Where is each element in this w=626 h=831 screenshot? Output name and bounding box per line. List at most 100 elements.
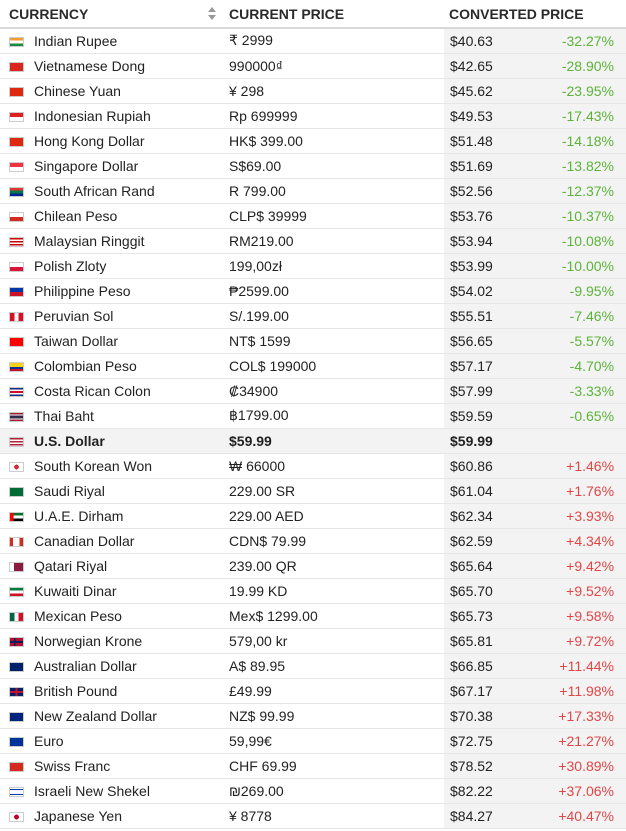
currency-name: New Zealand Dollar (34, 707, 157, 724)
currency-cell: Euro (0, 728, 222, 754)
table-row: U.S. Dollar $59.99 $59.99 (0, 428, 626, 454)
converted-price-cell: $66.85 (444, 653, 546, 679)
uae-flag-icon (9, 511, 24, 522)
currency-cell: Kuwaiti Dinar (0, 578, 222, 604)
table-row: Chinese Yuan ¥ 298 $45.62 -23.95% (0, 78, 626, 104)
table-row: Philippine Peso ₱2599.00 $54.02 -9.95% (0, 278, 626, 304)
switzerland-flag-icon (9, 761, 24, 772)
price-change-cell: -7.46% (546, 303, 626, 329)
price-change-cell: +21.27% (546, 728, 626, 754)
vietnam-flag-icon (9, 61, 24, 72)
converted-price-cell: $42.65 (444, 53, 546, 79)
table-row: South African Rand R 799.00 $52.56 -12.37% (0, 178, 626, 204)
currency-cell: Thai Baht (0, 403, 222, 429)
currency-name: Vietnamese Dong (34, 57, 146, 74)
converted-price-cell: $53.99 (444, 253, 546, 279)
india-flag-icon (9, 36, 24, 47)
price-change-cell: +3.93% (546, 503, 626, 529)
converted-price-cell: $57.99 (444, 378, 546, 404)
converted-price-cell: $56.65 (444, 328, 546, 354)
uk-flag-icon (9, 686, 24, 697)
table-row: South Korean Won ₩ 66000 $60.86 +1.46% (0, 453, 626, 479)
converted-price-cell: $61.04 (444, 478, 546, 504)
currency-cell: Peruvian Sol (0, 303, 222, 329)
table-row: Hong Kong Dollar HK$ 399.00 $51.48 -14.18% (0, 128, 626, 154)
converted-price-cell: $65.64 (444, 553, 546, 579)
converted-price-cell: $45.62 (444, 78, 546, 104)
table-row: Israeli New Shekel ₪269.00 $82.22 +37.06% (0, 778, 626, 804)
currency-cell: U.A.E. Dirham (0, 503, 222, 529)
converted-price-cell: $51.48 (444, 128, 546, 154)
sort-icon[interactable] (208, 7, 216, 21)
current-price-cell: S$69.00 (222, 153, 444, 179)
header-currency[interactable]: CURRENCY (0, 0, 222, 29)
currency-name: Kuwaiti Dinar (34, 582, 117, 599)
norway-flag-icon (9, 636, 24, 647)
qatar-flag-icon (9, 561, 24, 572)
current-price-cell: 990000₫ (222, 53, 444, 79)
saudi-arabia-flag-icon (9, 486, 24, 497)
converted-price-cell: $72.75 (444, 728, 546, 754)
converted-price-cell: $54.02 (444, 278, 546, 304)
current-price-cell: 199,00zł (222, 253, 444, 279)
currency-cell: Canadian Dollar (0, 528, 222, 554)
australia-flag-icon (9, 661, 24, 672)
currency-cell: Israeli New Shekel (0, 778, 222, 804)
colombia-flag-icon (9, 361, 24, 372)
poland-flag-icon (9, 261, 24, 272)
currency-name: South African Rand (34, 182, 155, 199)
table-row: Costa Rican Colon ₡34900 $57.99 -3.33% (0, 378, 626, 404)
currency-name: Malaysian Ringgit (34, 232, 145, 249)
currency-name: Saudi Riyal (34, 482, 105, 499)
converted-price-cell: $59.59 (444, 403, 546, 429)
currency-cell: Polish Zloty (0, 253, 222, 279)
table-header-row: CURRENCY CURRENT PRICE CONVERTED PRICE (0, 0, 626, 29)
table-row: Taiwan Dollar NT$ 1599 $56.65 -5.57% (0, 328, 626, 354)
price-change-cell: +1.76% (546, 478, 626, 504)
currency-cell: Australian Dollar (0, 653, 222, 679)
header-current-price[interactable]: CURRENT PRICE (222, 0, 444, 29)
converted-price-cell: $65.70 (444, 578, 546, 604)
converted-price-cell: $51.69 (444, 153, 546, 179)
header-converted-price[interactable]: CONVERTED PRICE (444, 0, 626, 29)
price-change-cell: +11.98% (546, 678, 626, 704)
table-row: Indian Rupee ₹ 2999 $40.63 -32.27% (0, 28, 626, 54)
price-change-cell: -10.08% (546, 228, 626, 254)
currency-cell: Swiss Franc (0, 753, 222, 779)
new-zealand-flag-icon (9, 711, 24, 722)
price-change-cell: -32.27% (546, 28, 626, 54)
currency-name: Chilean Peso (34, 207, 118, 224)
china-flag-icon (9, 86, 24, 97)
table-row: Saudi Riyal 229.00 SR $61.04 +1.76% (0, 478, 626, 504)
price-change-cell: -13.82% (546, 153, 626, 179)
currency-cell: Costa Rican Colon (0, 378, 222, 404)
currency-name: Peruvian Sol (34, 307, 114, 324)
currency-cell: Vietnamese Dong (0, 53, 222, 79)
currency-cell: British Pound (0, 678, 222, 704)
price-change-cell: -9.95% (546, 278, 626, 304)
currency-name: Australian Dollar (34, 657, 137, 674)
currency-name: South Korean Won (34, 457, 153, 474)
price-change-cell: +9.42% (546, 553, 626, 579)
table-row: Japanese Yen ¥ 8778 $84.27 +40.47% (0, 803, 626, 829)
currency-name: British Pound (34, 682, 118, 699)
currency-cell: South Korean Won (0, 453, 222, 479)
current-price-cell: CHF 69.99 (222, 753, 444, 779)
table-row: Kuwaiti Dinar 19.99 KD $65.70 +9.52% (0, 578, 626, 604)
currency-name: Indian Rupee (34, 32, 118, 49)
current-price-cell: ₡34900 (222, 378, 444, 404)
malaysia-flag-icon (9, 236, 24, 247)
current-price-cell: ₱2599.00 (222, 278, 444, 304)
south-africa-flag-icon (9, 186, 24, 197)
price-change-cell: -5.57% (546, 328, 626, 354)
converted-price-cell: $62.34 (444, 503, 546, 529)
philippines-flag-icon (9, 286, 24, 297)
converted-price-cell: $49.53 (444, 103, 546, 129)
price-change-cell: -10.00% (546, 253, 626, 279)
currency-name: Costa Rican Colon (34, 382, 151, 399)
kuwait-flag-icon (9, 586, 24, 597)
table-row: Thai Baht ฿1799.00 $59.59 -0.65% (0, 403, 626, 429)
table-row: Mexican Peso Mex$ 1299.00 $65.73 +9.58% (0, 603, 626, 629)
current-price-cell: 579,00 kr (222, 628, 444, 654)
price-change-cell: +9.72% (546, 628, 626, 654)
